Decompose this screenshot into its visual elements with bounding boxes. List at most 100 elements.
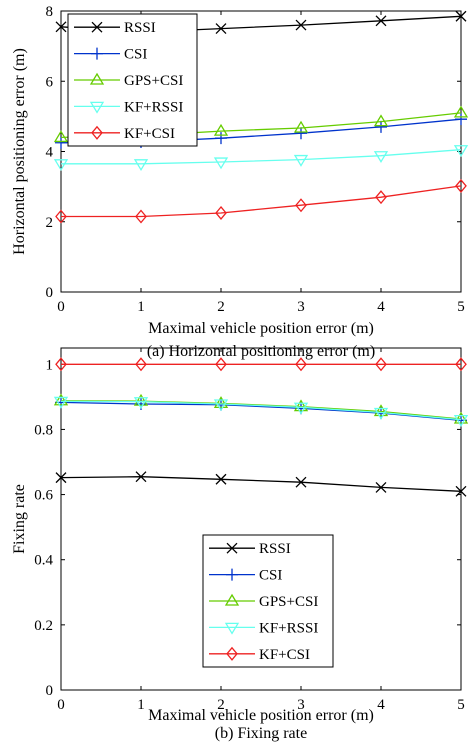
x-tick-label: 2 [217,299,225,315]
data-point [55,136,67,149]
data-point [53,396,69,409]
data-point [215,23,227,35]
y-tick-label: 1 [46,357,54,373]
data-point [295,19,307,31]
data-point [295,127,307,140]
data-point [295,357,307,372]
data-point [453,411,469,424]
y-tick-label: 0 [46,683,54,699]
data-point [213,399,229,412]
data-point [373,407,389,420]
y-tick-label: 6 [46,74,54,90]
data-point [455,113,467,126]
data-point [293,120,309,133]
x-tick-label: 0 [57,697,65,713]
legend-marker [224,593,240,606]
series-kf-csi [55,178,467,224]
x-tick-label: 5 [457,299,465,315]
legend-marker [89,72,105,85]
legend-label: KF+RSSI [259,620,318,636]
series-kf-csi [55,357,467,372]
x-tick-label: 1 [137,697,145,713]
y-tick-label: 2 [46,215,54,231]
data-point [455,178,467,193]
data-point [55,209,67,224]
x-tick-label: 0 [57,299,65,315]
data-point [55,21,67,33]
series-line [61,185,462,218]
series-kf-rssi [53,145,469,172]
data-point [53,159,69,172]
data-point [215,132,227,145]
data-point [53,393,69,406]
data-point [215,473,227,485]
legend-marker [226,568,238,581]
data-point [215,357,227,372]
data-point [453,105,469,118]
data-point [455,357,467,372]
data-point [375,15,387,27]
chart-caption: (b) Fixing rate [215,725,307,742]
data-point [213,123,229,136]
data-point [295,198,307,213]
data-point [455,485,467,497]
chart-caption: (a) Horizontal positioning error (m) [147,343,375,360]
plot-frame [60,347,462,691]
data-point [455,10,467,22]
series-line [60,400,462,421]
data-point [135,471,147,483]
chart-a: 0 1 2 3 4 5 0 2 4 6 8 Maximal vehicle position erro… [11,4,469,360]
y-axis-label: Horizontal positioning error (m) [11,48,28,255]
data-point [213,396,229,409]
data-point [133,159,149,172]
data-point [373,404,389,417]
data-point [133,393,149,406]
data-point [375,357,387,372]
data-point [293,154,309,167]
legend-marker [224,622,240,635]
legend-label: GPS+CSI [259,594,318,610]
legend-label: GPS+CSI [124,73,183,89]
y-tick-label: 4 [46,145,54,161]
y-tick-label: 0 [46,285,54,301]
y-tick-label: 8 [46,4,54,20]
y-tick-label: 0.8 [34,422,53,438]
y-tick-label: 0.4 [34,553,53,569]
x-tick-label: 4 [377,299,385,315]
legend-label: RSSI [259,541,291,557]
series-kf-rssi [53,396,469,427]
data-point [293,399,309,412]
data-point [215,205,227,220]
data-point [213,157,229,170]
x-tick-label: 2 [217,697,225,713]
legend-label: CSI [124,47,147,63]
data-point [295,476,307,488]
legend-label: KF+CSI [259,647,310,663]
x-tick-label: 5 [457,697,465,713]
legend-marker [89,101,105,114]
series-gps-csi [53,393,469,424]
series-line [60,476,462,492]
legend: RSSI CSI GPS+CSI KF+RSSI KF+CSI [202,534,334,668]
legend-label: KF+RSSI [124,99,183,115]
data-point [53,130,69,143]
legend-label: CSI [259,568,282,584]
data-point [133,397,149,410]
data-point [55,357,67,372]
data-point [375,120,387,133]
legend-label: KF+CSI [124,126,175,142]
series-rssi [55,471,467,497]
x-tick-label: 3 [297,697,305,713]
legend: RSSI CSI GPS+CSI KF+RSSI KF+CSI [67,13,198,147]
y-axis-label: Fixing rate [11,484,28,554]
legend-marker [91,47,103,60]
y-tick-label: 0.6 [34,488,53,504]
data-point [453,415,469,427]
series-line [61,149,462,165]
y-tick-label: 0.2 [34,618,53,634]
legend-marker [91,21,103,33]
legend-label: RSSI [124,20,156,36]
